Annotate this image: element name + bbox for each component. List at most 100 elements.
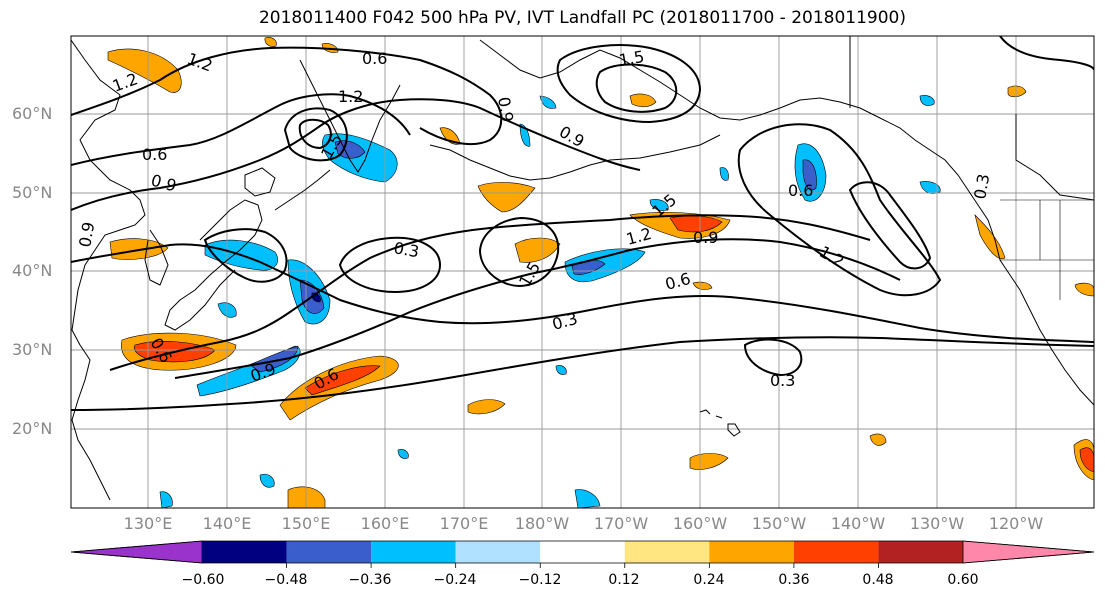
positive-anomaly-region <box>477 182 536 213</box>
colorbar <box>70 540 1095 568</box>
lon-label: 120°W <box>988 514 1044 533</box>
positive-anomaly-region <box>107 48 182 93</box>
colorbar-tick-label: −0.12 <box>518 572 562 588</box>
positive-anomaly-region <box>304 365 381 396</box>
colorbar-segment <box>286 541 372 563</box>
lon-label: 140°W <box>830 514 886 533</box>
positive-anomaly-region <box>287 486 326 508</box>
positive-anomaly-region <box>974 214 1006 260</box>
colorbar-tick-label: 0.24 <box>693 572 725 588</box>
negative-anomaly-region <box>719 167 729 181</box>
colorbar-extend-min <box>70 540 203 564</box>
contour-label: 0.6 <box>788 181 813 200</box>
colorbar-segment <box>540 541 625 563</box>
lat-label: 60°N <box>12 104 53 123</box>
negative-anomaly-region <box>802 159 817 191</box>
negative-anomaly-region <box>919 181 941 194</box>
colorbar-segment <box>709 541 794 563</box>
lon-label: 140°E <box>202 514 252 533</box>
contour-label: 0.6 <box>362 49 387 68</box>
lon-label: 130°W <box>909 514 965 533</box>
contour-label: 0.3 <box>970 172 993 200</box>
contour-label: 0.9 <box>75 220 98 248</box>
lon-label: 180°W <box>514 514 570 533</box>
positive-anomaly-region <box>1079 447 1094 473</box>
lat-label: 40°N <box>12 261 53 280</box>
positive-anomaly-region <box>467 399 506 415</box>
contour-label: 0.9 <box>494 95 517 123</box>
contour-line <box>478 216 560 288</box>
contour-line <box>174 238 901 379</box>
contour-line <box>737 123 942 297</box>
colorbar-segment <box>624 541 710 563</box>
lon-label: 160°W <box>672 514 728 533</box>
positive-anomaly-region <box>869 433 887 446</box>
contour-line <box>71 46 503 145</box>
canada-us-border <box>849 36 1094 201</box>
hawaii-islands <box>699 409 741 437</box>
aleutian-islands <box>429 134 721 181</box>
colorbar-segment <box>202 541 287 563</box>
negative-anomaly-region <box>397 449 409 459</box>
colorbar-tick-label: −0.36 <box>348 572 392 588</box>
colorbar-tick-label: −0.60 <box>181 572 225 588</box>
contour-label: 1.2 <box>338 87 363 106</box>
negative-anomaly-region <box>259 473 275 488</box>
negative-anomaly-region <box>574 489 601 508</box>
colorbar-outline <box>70 540 1095 564</box>
contour-line <box>71 98 641 211</box>
colorbar-segment <box>371 541 456 563</box>
lon-label: 160°E <box>360 514 410 533</box>
colorbar-tick-label: 0.48 <box>862 572 894 588</box>
alaska-coastline <box>479 39 1094 406</box>
negative-anomaly-region <box>649 199 669 211</box>
pv-contours <box>71 36 1094 411</box>
colorbar-tick-label: 0.12 <box>608 572 640 588</box>
lon-label: 170°E <box>439 514 489 533</box>
contour-line <box>203 228 288 283</box>
negative-anomaly-region <box>555 365 567 375</box>
contour-line <box>71 93 411 166</box>
negative-anomaly-region <box>249 345 299 373</box>
contour-line <box>848 181 932 270</box>
kuril-islands <box>274 169 331 211</box>
kamchatka-coastline <box>299 59 401 173</box>
lon-label: 150°E <box>281 514 331 533</box>
korea-coastline <box>144 229 169 286</box>
contour-label: 1.5 <box>617 47 645 70</box>
negative-anomaly-region <box>159 491 173 508</box>
colorbar-segment <box>878 541 963 563</box>
colorbar-tick-label: −0.24 <box>433 572 477 588</box>
colorbar-tick-label: −0.48 <box>264 572 308 588</box>
map-border <box>70 35 1095 509</box>
contour-line <box>338 236 442 294</box>
contour-line <box>743 338 803 377</box>
contour-line <box>71 336 1094 411</box>
colorbar-segment <box>455 541 541 563</box>
japan-coastline <box>164 199 263 331</box>
negative-anomaly-region <box>919 95 935 106</box>
positive-anomaly-region <box>514 237 561 263</box>
map-title: 2018011400 F042 500 hPa PV, IVT Landfall… <box>258 8 906 28</box>
positive-anomaly-region <box>689 453 729 470</box>
contour-line <box>283 107 348 162</box>
negative-anomaly-region <box>519 123 531 147</box>
contour-label: 0.6 <box>142 145 167 164</box>
positive-anomaly-region <box>1074 282 1094 297</box>
contour-line <box>556 44 702 124</box>
colorbar-segment <box>793 541 879 563</box>
coastlines <box>71 36 1094 501</box>
contour-line <box>109 214 871 371</box>
colorbar-tick-label: 0.36 <box>778 572 810 588</box>
contour-line <box>999 36 1094 71</box>
us-state-borders <box>1000 199 1094 300</box>
positive-anomaly-region <box>264 37 277 47</box>
lat-label: 30°N <box>12 340 53 359</box>
lon-label: 150°W <box>751 514 807 533</box>
contour-line <box>595 63 678 113</box>
lat-label: 20°N <box>12 419 53 438</box>
contour-label: 0.9 <box>693 228 718 247</box>
positive-anomaly-region <box>1007 85 1027 98</box>
positive-anomaly-region <box>629 93 657 108</box>
